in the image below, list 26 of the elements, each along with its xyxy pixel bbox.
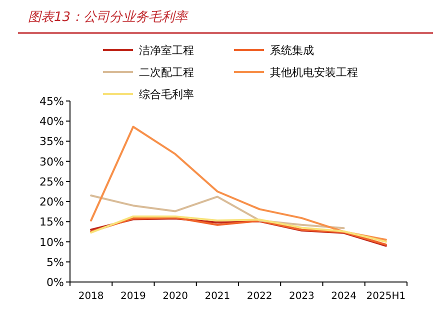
y-tick-label: 15%: [40, 216, 64, 229]
y-tick-label: 30%: [40, 155, 64, 168]
x-tick-label: 2018: [78, 291, 104, 302]
x-tick-label: 2023: [288, 291, 314, 302]
y-tick-label: 35%: [40, 135, 64, 148]
y-tick-label: 20%: [40, 196, 64, 209]
line-series: [90, 194, 345, 230]
y-tick-label: 40%: [40, 115, 64, 128]
legend-label: 洁净室工程: [139, 44, 194, 57]
x-tick-label: 2020: [162, 291, 188, 302]
legend-label: 系统集成: [270, 44, 314, 57]
line-series: [90, 126, 387, 241]
legend-label: 其他机电安装工程: [270, 66, 358, 79]
y-tick-label: 45%: [40, 95, 64, 108]
legend-label: 综合毛利率: [139, 88, 194, 101]
y-tick-label: 25%: [40, 175, 64, 188]
x-tick-label: 2025H1: [366, 291, 406, 302]
x-tick-label: 2019: [120, 291, 146, 302]
chart-title: 图表13：公司分业务毛利率: [28, 9, 190, 25]
y-tick-label: 5%: [46, 256, 64, 269]
legend-label: 二次配工程: [139, 66, 194, 79]
x-tick-label: 2022: [246, 291, 272, 302]
y-tick-label: 10%: [40, 236, 64, 249]
x-tick-label: 2021: [204, 291, 230, 302]
x-tick-label: 2024: [331, 291, 357, 302]
y-tick-label: 0%: [46, 276, 64, 289]
